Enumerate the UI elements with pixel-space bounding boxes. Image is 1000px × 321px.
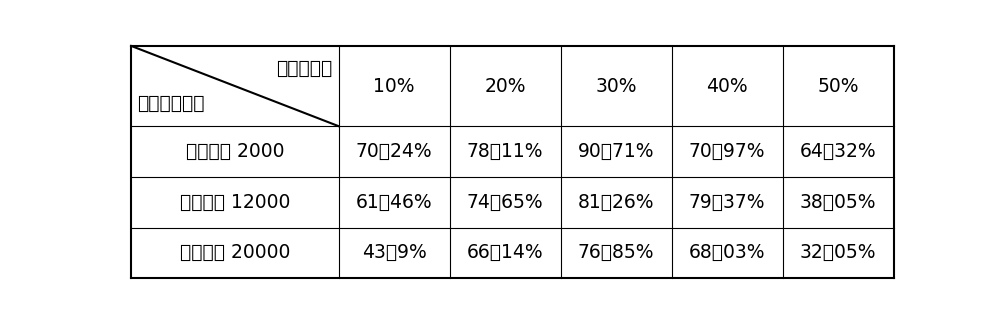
Text: 聚乙二醇 20000: 聚乙二醇 20000: [180, 243, 290, 263]
Text: 79．37%: 79．37%: [689, 193, 765, 212]
Text: 50%: 50%: [818, 76, 859, 96]
Text: 聚乙二醇 12000: 聚乙二醇 12000: [180, 193, 290, 212]
Text: 32．05%: 32．05%: [800, 243, 877, 263]
Text: 70．97%: 70．97%: [689, 142, 765, 161]
Text: 10%: 10%: [373, 76, 415, 96]
Text: 74．65%: 74．65%: [467, 193, 543, 212]
Text: 20%: 20%: [484, 76, 526, 96]
Text: 40%: 40%: [706, 76, 748, 96]
Text: 61．46%: 61．46%: [356, 193, 432, 212]
Text: 70．24%: 70．24%: [356, 142, 432, 161]
Text: 30%: 30%: [595, 76, 637, 96]
Text: 保护剂浓度: 保护剂浓度: [276, 59, 332, 78]
Text: 聚乙二醇 2000: 聚乙二醇 2000: [186, 142, 284, 161]
Text: 78．11%: 78．11%: [467, 142, 543, 161]
Text: 43．9%: 43．9%: [362, 243, 427, 263]
Text: 76．85%: 76．85%: [578, 243, 654, 263]
Text: 64．32%: 64．32%: [800, 142, 877, 161]
Text: 90．71%: 90．71%: [578, 142, 654, 161]
Text: 68．03%: 68．03%: [689, 243, 765, 263]
Text: 66．14%: 66．14%: [467, 243, 543, 263]
Text: 38．05%: 38．05%: [800, 193, 877, 212]
Text: 81．26%: 81．26%: [578, 193, 654, 212]
Text: 保护剂分子量: 保护剂分子量: [137, 94, 205, 113]
